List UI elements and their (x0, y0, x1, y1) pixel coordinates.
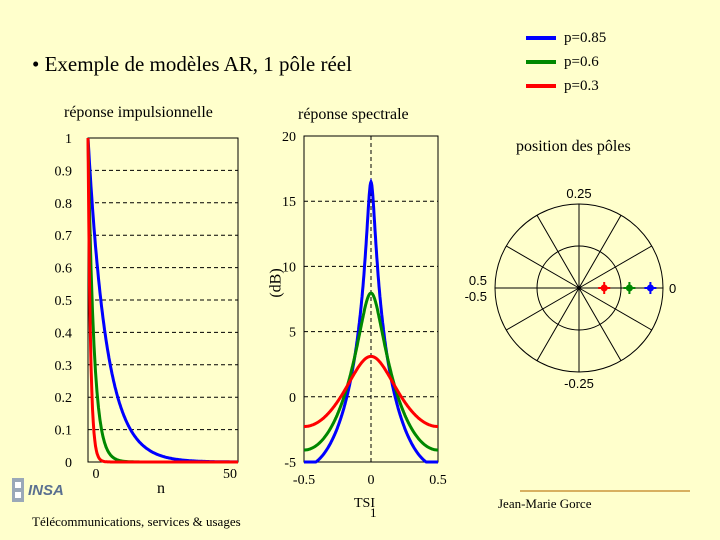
pole-angle-label: 0.5 (469, 273, 487, 288)
impulse-ytick-label: 0.4 (55, 326, 73, 341)
radial-gridline (536, 287, 580, 361)
radial-gridline (578, 287, 652, 331)
legend-swatch (526, 84, 556, 88)
radial-gridline (578, 245, 652, 289)
pole-angle-label: 0.25 (566, 186, 591, 201)
footer-center-text: TSI (354, 496, 375, 511)
legend-item: p=0.6 (526, 50, 599, 74)
radial-gridline (578, 215, 622, 289)
impulse-ytick-label: 0.9 (55, 164, 73, 179)
origin-marker (577, 286, 581, 290)
radial-gridline (536, 215, 580, 289)
footer-right-text: Jean-Marie Gorce (498, 496, 592, 511)
spectral-ytick-label: 0 (289, 391, 296, 406)
radial-gridline (578, 287, 622, 361)
spectral-chart-title: réponse spectrale (298, 106, 409, 123)
pole-marker-dot (646, 284, 654, 292)
impulse-xlabel: n (157, 480, 165, 497)
impulse-xtick-label: 0 (93, 467, 100, 482)
legend-label: p=0.6 (564, 53, 599, 70)
spectral-ytick-label: 15 (282, 195, 296, 210)
spectral-ytick-label: 20 (282, 130, 296, 145)
footer-page-number: 1 (370, 505, 377, 520)
impulse-ytick-label: 0.7 (55, 229, 73, 244)
impulse-ytick-label: 0.2 (55, 391, 73, 406)
impulse-series-line (86, 137, 238, 464)
legend-swatch (526, 60, 556, 64)
spectral-series-line (304, 291, 438, 452)
logo-text: INSA (28, 482, 64, 499)
impulse-xtick-label: 50 (223, 467, 237, 482)
pole-marker-dot (600, 284, 608, 292)
impulse-ytick-label: 0 (65, 456, 72, 471)
spectral-xtick-label: 0 (368, 473, 375, 488)
insa-logo: INSA (12, 474, 64, 506)
impulse-ytick-label: 0.5 (55, 294, 73, 309)
poles-chart-title: position des pôles (516, 138, 631, 155)
spectral-xtick-label: -0.5 (293, 473, 315, 488)
impulse-chart-title: réponse impulsionnelle (64, 104, 213, 121)
impulse-ytick-label: 0.6 (55, 262, 73, 277)
impulse-ytick-label: 1 (65, 132, 72, 147)
legend-swatch (526, 36, 556, 40)
spectral-xtick-label: 0.5 (429, 473, 447, 488)
spectral-series-line (304, 177, 438, 464)
spectral-ytick-label: -5 (284, 456, 296, 471)
pole-angle-label: -0.25 (564, 376, 594, 391)
legend-item: p=0.3 (526, 74, 599, 98)
impulse-ytick-label: 0.3 (55, 359, 73, 374)
pole-angle-label: -0.5 (465, 289, 487, 304)
legend-label: p=0.85 (564, 29, 607, 46)
radial-gridline (506, 245, 580, 289)
legend-label: p=0.3 (564, 77, 599, 94)
footer-divider (520, 490, 690, 492)
slide-title: • Exemple de modèles AR, 1 pôle réel (32, 52, 352, 76)
spectral-series-line (304, 354, 438, 428)
impulse-ytick-label: 0.1 (55, 424, 73, 439)
pole-angle-label: 0 (669, 281, 676, 296)
pole-marker-dot (625, 284, 633, 292)
spectral-ytick-label: 5 (289, 326, 296, 341)
footer-left-text: Télécommunications, services & usages (32, 514, 241, 529)
legend-item: p=0.85 (526, 26, 606, 50)
impulse-ytick-label: 0.8 (55, 197, 73, 212)
radial-gridline (506, 287, 580, 331)
spectral-ytick-label: 10 (282, 260, 296, 275)
